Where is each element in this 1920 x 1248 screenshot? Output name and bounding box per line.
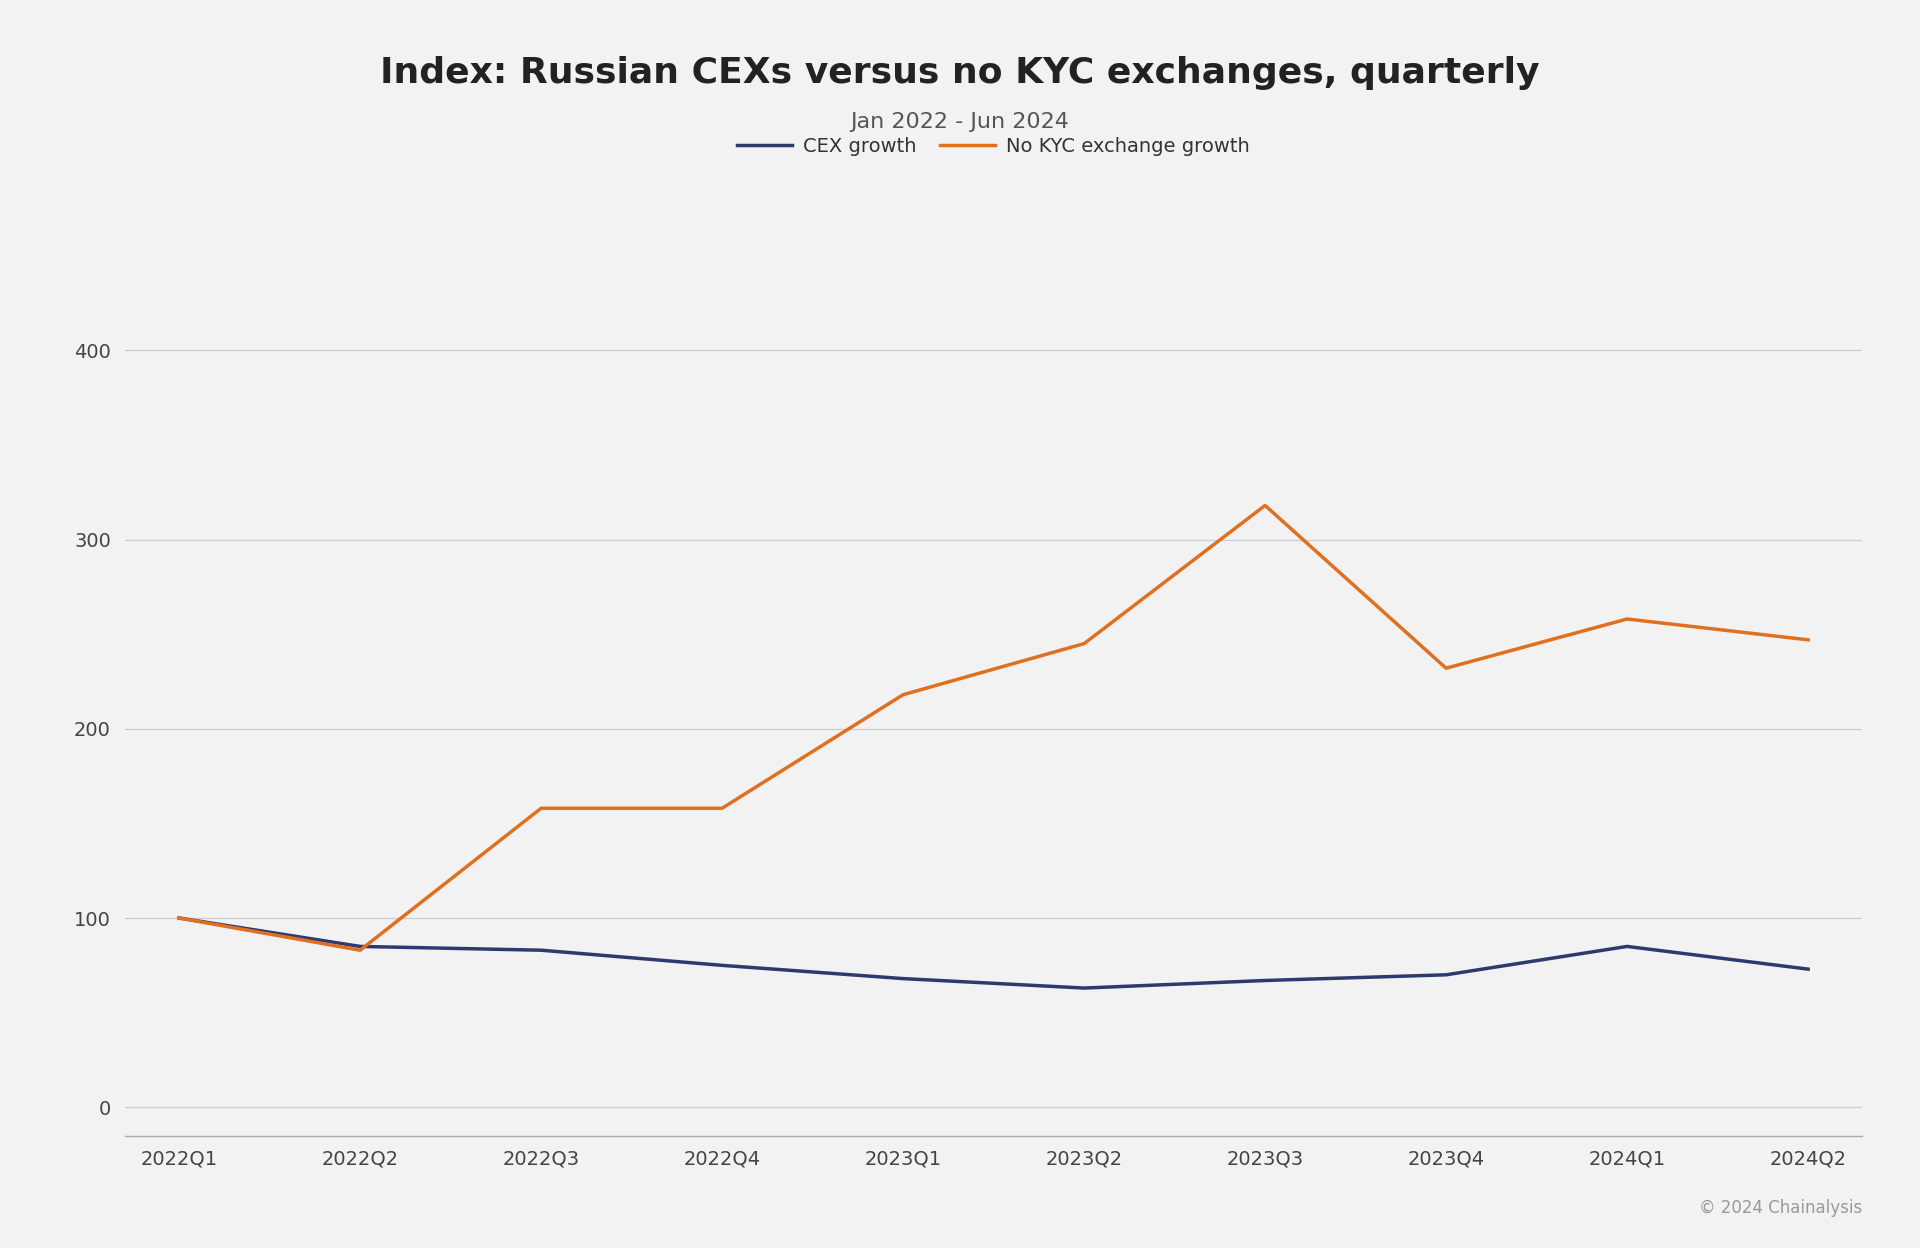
Text: Jan 2022 - Jun 2024: Jan 2022 - Jun 2024 <box>851 112 1069 132</box>
No KYC exchange growth <box>1434 660 1457 675</box>
Line: CEX growth: CEX growth <box>179 919 1809 988</box>
CEX growth <box>710 958 733 973</box>
Text: Index: Russian CEXs versus no KYC exchanges, quarterly: Index: Russian CEXs versus no KYC exchan… <box>380 56 1540 90</box>
No KYC exchange growth <box>891 688 914 703</box>
CEX growth <box>1254 973 1277 988</box>
CEX growth <box>167 911 190 926</box>
CEX growth <box>349 938 372 953</box>
No KYC exchange growth <box>1615 612 1638 626</box>
CEX growth <box>1434 967 1457 982</box>
No KYC exchange growth <box>349 942 372 957</box>
No KYC exchange growth <box>1797 633 1820 648</box>
CEX growth <box>891 971 914 986</box>
Text: © 2024 Chainalysis: © 2024 Chainalysis <box>1699 1199 1862 1217</box>
Legend: CEX growth, No KYC exchange growth: CEX growth, No KYC exchange growth <box>730 130 1258 163</box>
CEX growth <box>1797 962 1820 977</box>
No KYC exchange growth <box>1254 498 1277 513</box>
Line: No KYC exchange growth: No KYC exchange growth <box>179 505 1809 950</box>
No KYC exchange growth <box>167 911 190 926</box>
No KYC exchange growth <box>530 801 553 816</box>
CEX growth <box>1615 938 1638 953</box>
No KYC exchange growth <box>710 801 733 816</box>
CEX growth <box>1073 981 1096 996</box>
No KYC exchange growth <box>1073 636 1096 651</box>
CEX growth <box>530 942 553 957</box>
